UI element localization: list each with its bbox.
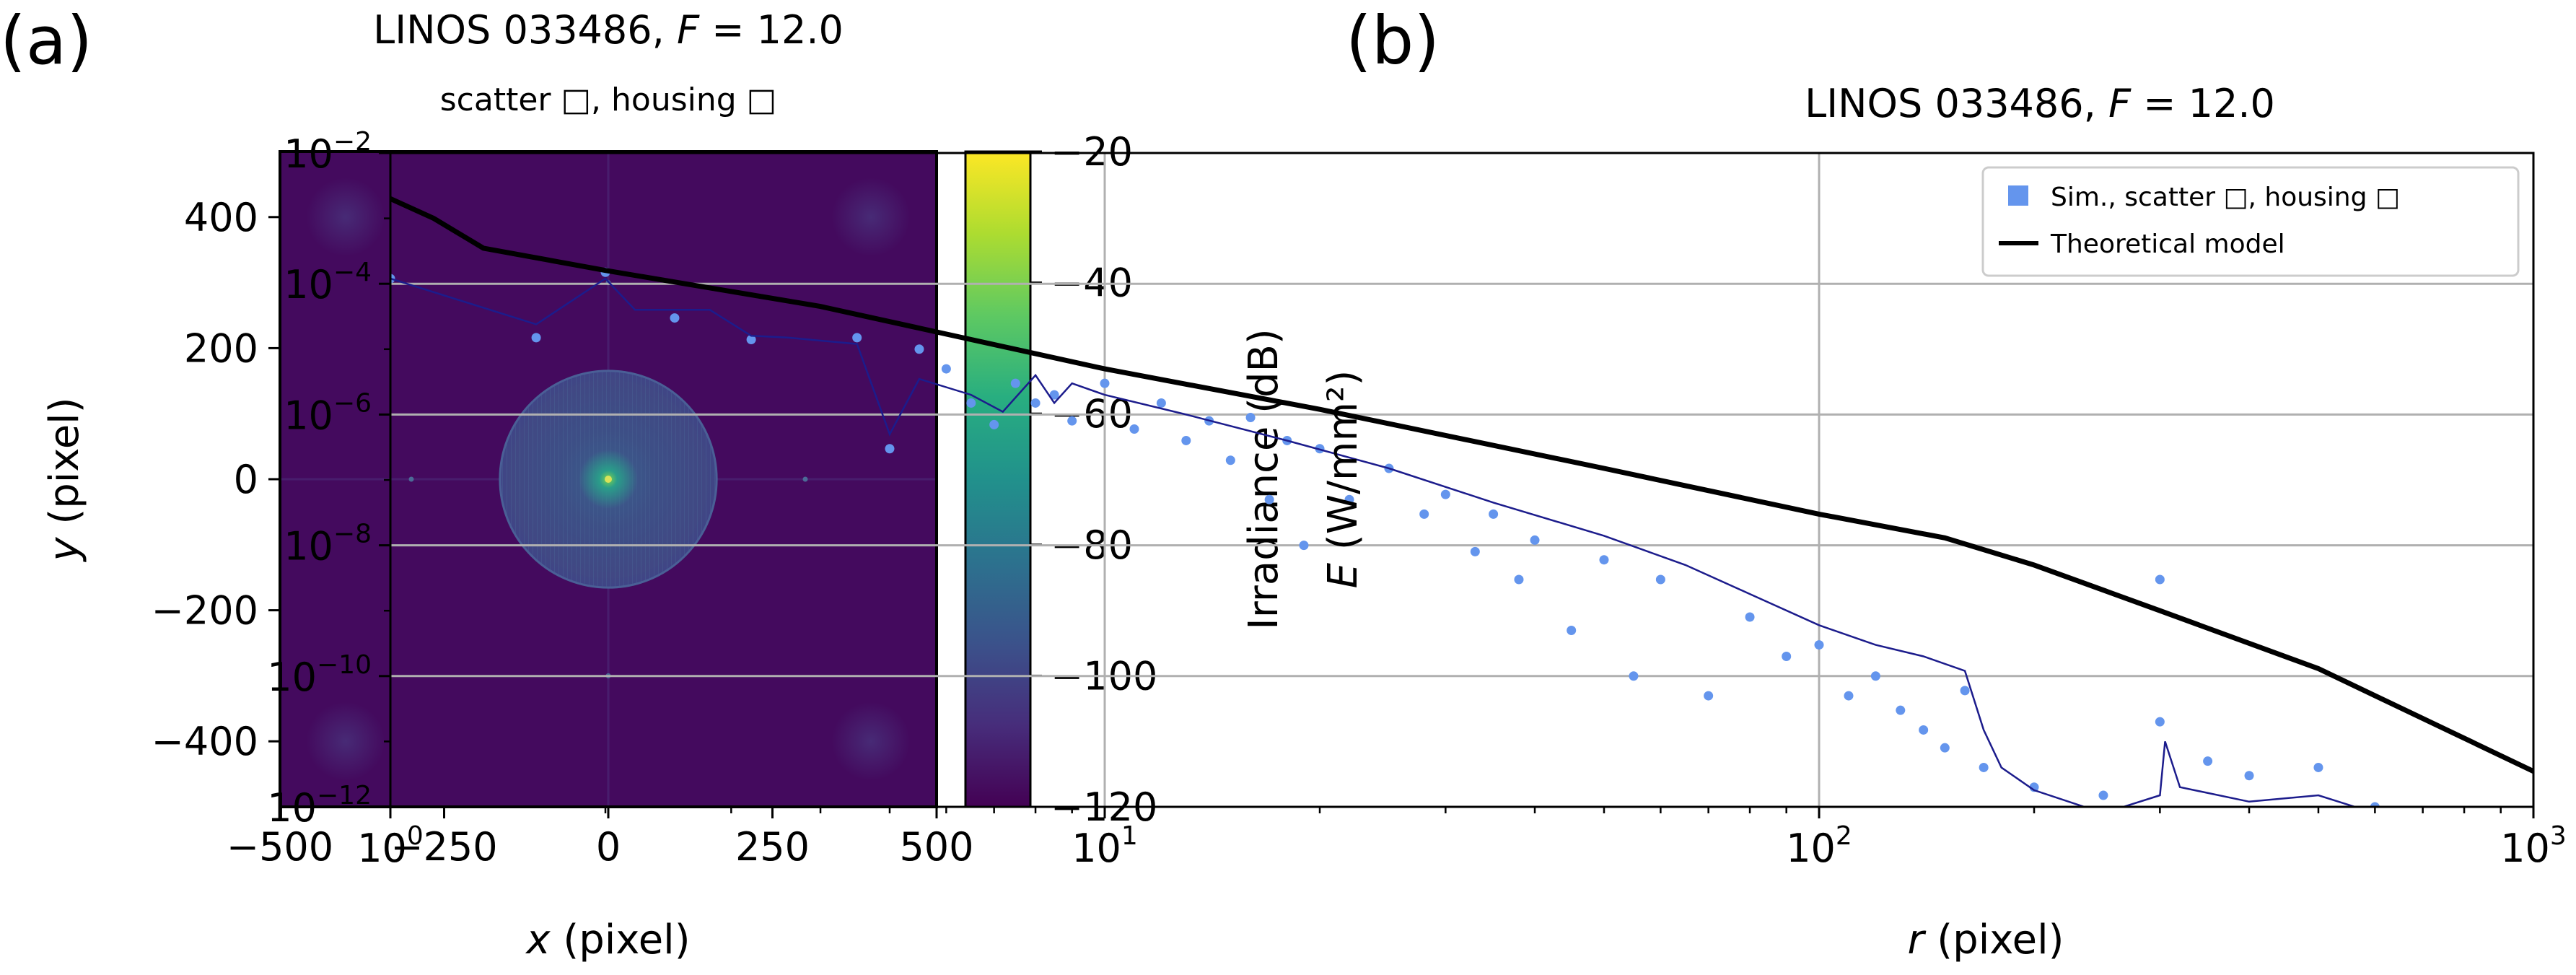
panel-a-label: (a) (0, 2, 92, 79)
sim-point (1704, 691, 1714, 701)
panel-a-y-label: y (pixel) (41, 397, 88, 562)
panel-a-subtitle: scatter □, housing □ (440, 82, 777, 118)
sim-point (746, 335, 756, 345)
y-tick-label: 10−4 (284, 258, 372, 307)
legend-model-label: Theoretical model (2050, 229, 2285, 259)
sim-point (670, 313, 680, 323)
sim-point (885, 444, 895, 454)
sim-point (1599, 555, 1609, 565)
y-tick-label: 200 (184, 325, 258, 371)
sim-point (1030, 398, 1041, 408)
y-tick-label: 0 (234, 457, 258, 502)
x-tick-label: −250 (390, 824, 497, 870)
corner-glow-1 (306, 178, 385, 257)
sim-point (1470, 546, 1480, 556)
ghost-point-0 (802, 476, 808, 482)
sim-point (1299, 541, 1309, 551)
sim-point (1514, 574, 1524, 585)
sim-point (1870, 671, 1880, 681)
halo-edge (499, 370, 718, 589)
sim-point (1344, 494, 1354, 504)
sim-point (2098, 790, 2108, 800)
sim-point (966, 398, 976, 408)
y-tick-label: 10−12 (267, 781, 372, 831)
x-tick-label: 500 (899, 824, 973, 870)
sim-point (1049, 390, 1059, 400)
central-peak (605, 476, 612, 483)
sim-point (1960, 686, 1970, 696)
sim-point (1782, 652, 1792, 662)
sim-point (914, 344, 924, 354)
sim-point (989, 419, 999, 429)
irradiance-heatmap (279, 150, 938, 808)
y-tick-label: 10−10 (267, 650, 372, 700)
legend: Sim., scatter □, housing □ Theoretical m… (1981, 166, 2520, 277)
panel-a-title: LINOS 033486, F = 12.0 (373, 7, 844, 53)
sim-point (1129, 424, 1139, 434)
legend-box (1981, 166, 2520, 277)
panel-a-x-label: x (pixel) (525, 917, 690, 963)
y-tick-label: 10−6 (284, 388, 372, 438)
sim-point (1440, 489, 1450, 499)
sim-point (1530, 535, 1540, 545)
sim-point (1181, 435, 1191, 445)
sim-point (1010, 378, 1020, 388)
legend-sim-label: Sim., scatter □, housing □ (2051, 183, 2400, 212)
x-tick-label: 100 (357, 821, 424, 871)
sim-point (2370, 802, 2380, 807)
sim-point (1567, 625, 1577, 635)
sim-point (1940, 743, 1950, 753)
y-tick-label: −200 (152, 588, 258, 634)
sim-point (1264, 494, 1274, 504)
panel-b-x-label: r (pixel) (1907, 917, 2064, 963)
x-tick-label: 103 (2500, 821, 2567, 871)
sim-point (941, 364, 951, 374)
x-tick-label: 102 (1786, 821, 1852, 871)
corner-glow-0 (831, 178, 911, 257)
y-tick-label: 10−2 (284, 127, 372, 177)
legend-sim-marker (2008, 185, 2028, 206)
sim-point (1745, 612, 1755, 622)
panel-b-title: LINOS 033486, F = 12.0 (1805, 81, 2275, 126)
y-tick-label: −400 (152, 719, 258, 764)
sim-point (1896, 705, 1906, 715)
sim-point (1156, 398, 1166, 408)
sim-point (1100, 378, 1110, 388)
sim-point (2155, 717, 2165, 727)
x-tick-label: −500 (227, 824, 333, 870)
corner-glow-2 (831, 701, 911, 781)
sim-point (2313, 762, 2323, 772)
panel-b-label: (b) (1346, 2, 1440, 79)
y-tick-label: 400 (184, 195, 258, 240)
x-tick-label: 101 (1072, 821, 1138, 871)
colorbar-label: Irradiance (dB) (1240, 328, 1287, 630)
sim-point (1814, 640, 1824, 650)
sim-point (531, 333, 541, 343)
sim-point (1629, 671, 1639, 681)
sim-point (1245, 413, 1256, 423)
sim-point (852, 333, 862, 343)
y-tick-label: 10−8 (284, 520, 372, 569)
theoretical-model-line (390, 196, 2533, 774)
irradiance-vs-radius-plot: 100 101 102 103 10−2 10−4 10−6 10−8 10−10 10−12 S… (267, 127, 2567, 871)
sim-point (2244, 771, 2254, 781)
x-tick-label: 0 (596, 824, 621, 870)
sim-point (2155, 574, 2165, 585)
sim-point (1489, 509, 1499, 519)
x-tick-label: 250 (735, 824, 810, 870)
sim-point (2203, 756, 2213, 766)
sim-point (1419, 509, 1429, 519)
sim-point (1655, 574, 1665, 585)
colorbar (964, 150, 1032, 808)
sim-point (1225, 455, 1235, 465)
sim-point (1919, 725, 1929, 735)
sim-point (1979, 762, 1989, 772)
corner-glow-3 (306, 701, 385, 781)
sim-point (1067, 416, 1077, 426)
sim-point (1844, 691, 1854, 701)
panel-b-y-label: E (W/mm²) (1320, 370, 1367, 589)
ghost-point-1 (408, 476, 414, 482)
sim-mean-line (390, 277, 2400, 807)
